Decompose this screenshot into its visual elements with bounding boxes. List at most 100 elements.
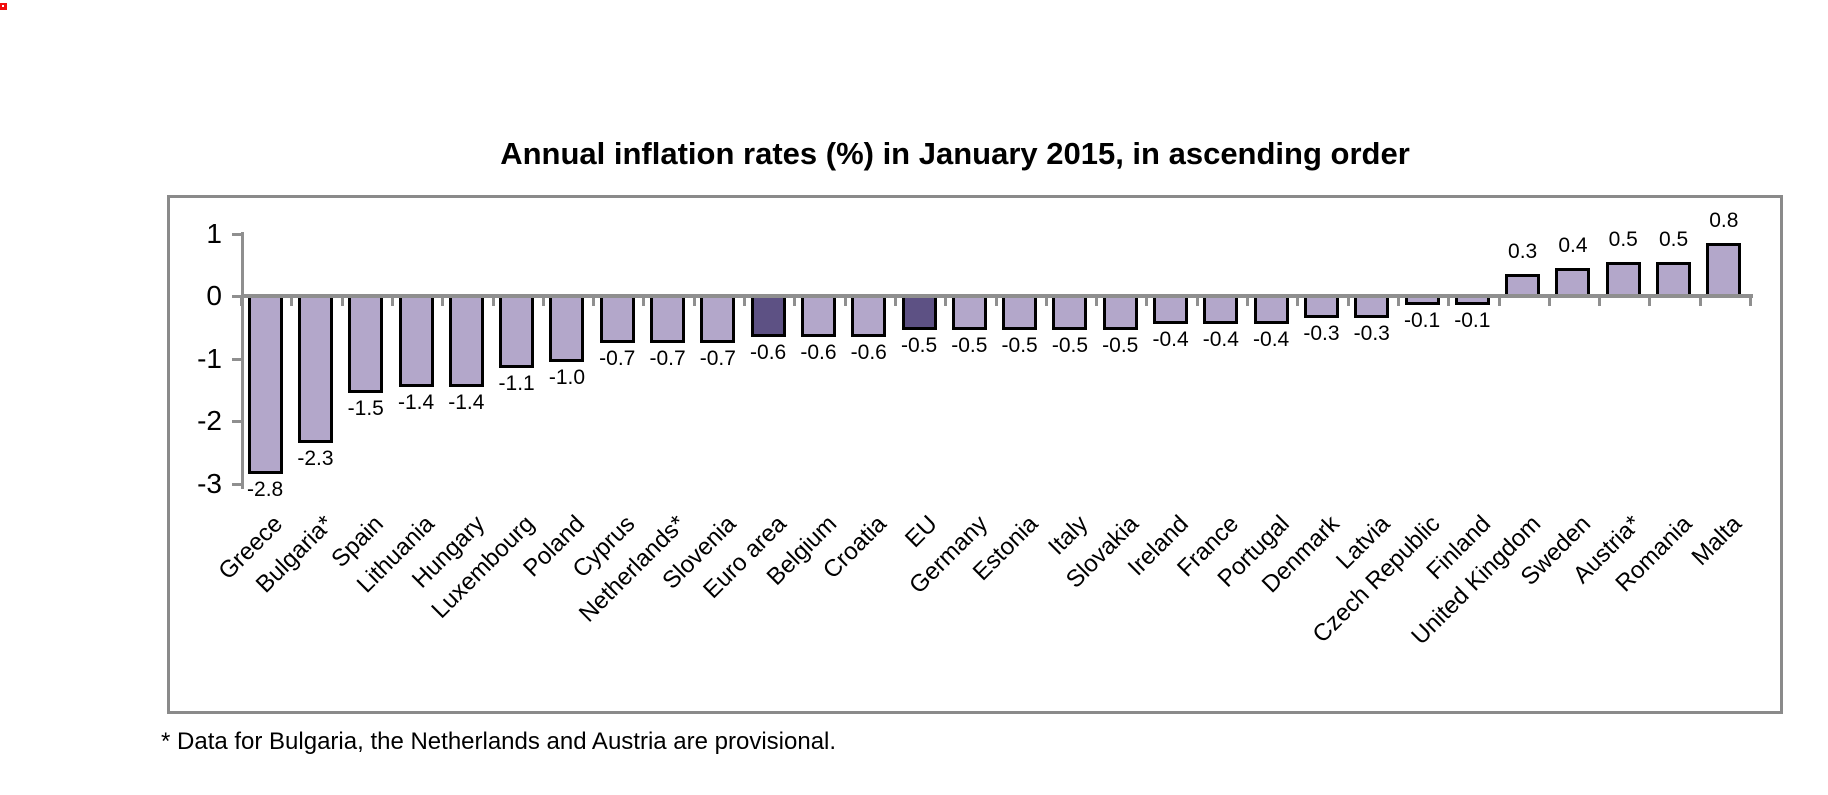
x-axis-tick: [793, 298, 797, 306]
bar-luxembourg: [499, 294, 535, 368]
bar-slovenia: [700, 294, 736, 343]
y-axis-tick: [232, 357, 241, 361]
bar-austria-: [1605, 261, 1641, 298]
x-axis-tick: [1396, 298, 1400, 306]
x-axis-tick: [390, 298, 394, 306]
value-label: -0.4: [1202, 328, 1239, 351]
x-axis-tick: [743, 298, 746, 306]
value-label: -0.1: [1454, 309, 1491, 333]
x-axis-tick: [1547, 298, 1551, 306]
y-axis-tick: [232, 232, 241, 236]
value-label: -0.5: [1102, 334, 1139, 358]
x-axis-tick: [893, 298, 897, 306]
bar-france: [1203, 294, 1239, 324]
value-label: -0.4: [1152, 328, 1189, 351]
value-label: -1.1: [498, 371, 535, 395]
value-label: -0.5: [951, 334, 988, 358]
bar-malta: [1706, 243, 1742, 298]
value-label: -0.5: [900, 334, 938, 358]
value-label: -0.5: [1001, 334, 1038, 358]
x-axis-tick: [1648, 298, 1652, 306]
value-label: 0.5: [1658, 227, 1689, 251]
bar-croatia: [851, 294, 887, 337]
x-axis-tick: [642, 298, 646, 306]
y-axis-line: [241, 232, 244, 489]
value-label: -0.3: [1353, 321, 1390, 345]
x-axis-tick: [1598, 298, 1602, 306]
value-label: -0.6: [850, 340, 887, 364]
x-axis-tick: [1346, 298, 1350, 306]
bar-ireland: [1153, 294, 1189, 324]
x-axis-tick: [994, 298, 998, 306]
corner-artifact-inner: [2, 5, 4, 7]
value-label: -1.4: [448, 390, 485, 414]
y-axis-tick: [232, 295, 241, 298]
y-axis-tick-label: 1: [206, 217, 222, 249]
value-label: -2.3: [297, 446, 334, 470]
corner-artifact-mark: [0, 3, 7, 10]
bar-lithuania: [398, 294, 434, 387]
value-label: -1.4: [397, 390, 435, 414]
y-axis-tick-label: 0: [206, 280, 222, 311]
x-axis-tick: [1195, 298, 1199, 306]
bar-germany: [951, 294, 987, 331]
value-label: 0.3: [1508, 240, 1538, 264]
x-axis-tick: [290, 298, 294, 306]
value-label: -0.7: [649, 346, 686, 370]
value-label: -0.1: [1403, 309, 1441, 333]
bar-euro-area: [750, 294, 786, 337]
value-label: 0.5: [1608, 227, 1638, 251]
bar-portugal: [1253, 294, 1289, 324]
x-axis-tick: [1497, 298, 1501, 306]
x-axis-tick: [1246, 298, 1249, 306]
x-axis-tick: [541, 298, 545, 306]
value-label: -2.8: [247, 478, 284, 501]
x-axis-tick: [1447, 298, 1451, 306]
y-axis-tick-label: -2: [197, 405, 222, 436]
bar-belgium: [800, 294, 836, 337]
category-label: Malta: [1686, 510, 1748, 571]
y-axis-tick: [232, 420, 241, 423]
bar-poland: [549, 294, 585, 362]
y-axis-tick-label: -3: [197, 467, 222, 499]
y-axis-tick: [232, 482, 241, 486]
x-axis-tick: [1044, 298, 1048, 306]
y-axis-tick-label: -1: [197, 342, 222, 374]
value-label: -0.6: [750, 340, 787, 364]
x-axis-tick: [1698, 298, 1702, 306]
x-axis-tick: [340, 298, 344, 306]
bar-estonia: [1002, 294, 1038, 331]
chart-title: Annual inflation rates (%) in January 20…: [500, 136, 1410, 171]
value-label: -0.7: [599, 346, 636, 370]
x-axis-tick: [491, 298, 495, 306]
bar-netherlands-: [650, 294, 686, 343]
bar-slovakia: [1102, 294, 1138, 331]
value-label: -1.5: [347, 396, 384, 420]
x-axis-line: [241, 294, 1753, 298]
x-axis-tick: [441, 298, 445, 306]
x-axis-tick: [592, 298, 596, 306]
value-label: -0.6: [800, 340, 837, 364]
value-label: -0.3: [1303, 321, 1340, 345]
value-label: -0.5: [1051, 334, 1089, 358]
x-axis-tick: [240, 298, 243, 306]
bar-romania: [1656, 261, 1692, 298]
x-axis-tick: [944, 298, 948, 306]
x-axis-tick: [1749, 298, 1752, 306]
bar-spain: [348, 294, 384, 393]
x-axis-tick: [1145, 298, 1149, 306]
value-label: -1.0: [548, 365, 586, 389]
bar-cyprus: [599, 294, 635, 343]
bar-eu: [901, 294, 937, 331]
x-axis-tick: [1296, 298, 1300, 306]
value-label: 0.8: [1709, 209, 1739, 232]
chart-footnote: * Data for Bulgaria, the Netherlands and…: [161, 728, 837, 755]
x-axis-tick: [692, 298, 696, 306]
bar-bulgaria-: [297, 294, 333, 443]
bar-italy: [1052, 294, 1088, 331]
x-axis-tick: [1095, 298, 1099, 306]
value-label: -0.4: [1253, 328, 1290, 351]
value-label: 0.4: [1558, 234, 1588, 257]
